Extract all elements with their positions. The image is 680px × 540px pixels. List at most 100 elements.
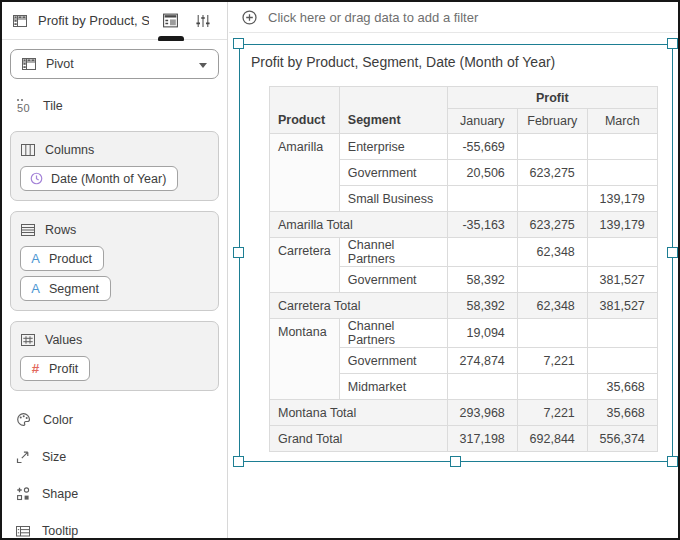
- row-header-segment[interactable]: Government: [339, 160, 447, 186]
- pivot-cell[interactable]: 381,527: [587, 293, 657, 319]
- pivot-cell[interactable]: 58,392: [447, 293, 517, 319]
- pivot-viz-icon: [21, 56, 37, 72]
- pivot-cell[interactable]: 623,275: [517, 160, 587, 186]
- column-header-product[interactable]: Product: [270, 87, 340, 134]
- pivot-cell[interactable]: 381,527: [587, 267, 657, 293]
- pivot-cell[interactable]: [517, 319, 587, 348]
- viz-title: Profit by Product, Segment, Date (Month …: [251, 54, 555, 70]
- subtotal-label[interactable]: Montana Total: [270, 400, 448, 426]
- clock-icon: [29, 171, 44, 186]
- hash-icon: #: [29, 361, 42, 376]
- pivot-cell[interactable]: 19,094: [447, 319, 517, 348]
- column-header-january[interactable]: January: [447, 109, 517, 134]
- grand-total-label[interactable]: Grand Total: [270, 426, 448, 452]
- pill-label: Product: [49, 252, 92, 266]
- row-header-segment[interactable]: Government: [339, 267, 447, 293]
- pivot-cell[interactable]: 62,348: [517, 238, 587, 267]
- pill-label: Segment: [49, 282, 99, 296]
- column-header-segment[interactable]: Segment: [339, 87, 447, 134]
- drop-zone-values[interactable]: Values # Profit: [10, 321, 219, 391]
- pivot-cell[interactable]: -35,163: [447, 212, 517, 238]
- resize-handle-top-right[interactable]: [667, 38, 678, 49]
- resize-handle-bottom-left[interactable]: [233, 456, 244, 467]
- pivot-cell[interactable]: 35,668: [587, 374, 657, 400]
- row-header-segment[interactable]: Enterprise: [339, 134, 447, 160]
- pill-label: Date (Month of Year): [51, 172, 166, 186]
- pivot-cell[interactable]: [517, 374, 587, 400]
- row-header-segment[interactable]: Channel Partners: [339, 319, 447, 348]
- drop-zone-color[interactable]: Color: [10, 401, 219, 438]
- pivot-cell[interactable]: 7,221: [517, 400, 587, 426]
- resize-diagonal-icon: [15, 449, 31, 465]
- filter-bar-label: Click here or drag data to add a filter: [268, 10, 478, 25]
- pivot-cell[interactable]: [517, 186, 587, 212]
- pivot-cell[interactable]: [517, 134, 587, 160]
- pivot-cell[interactable]: 139,179: [587, 212, 657, 238]
- row-header-amarilla[interactable]: Amarilla: [270, 134, 340, 212]
- pivot-cell[interactable]: 623,275: [517, 212, 587, 238]
- row-header-segment[interactable]: Channel Partners: [339, 238, 447, 267]
- pivot-cell[interactable]: 58,392: [447, 267, 517, 293]
- pivot-cell[interactable]: 62,348: [517, 293, 587, 319]
- pivot-cell[interactable]: 317,198: [447, 426, 517, 452]
- filter-bar[interactable]: Click here or drag data to add a filter: [229, 2, 678, 33]
- pill-segment[interactable]: A Segment: [20, 276, 111, 301]
- row-header-segment[interactable]: Midmarket: [339, 374, 447, 400]
- pivot-cell[interactable]: [587, 348, 657, 374]
- row-header-segment[interactable]: Government: [339, 348, 447, 374]
- tab-properties[interactable]: [192, 2, 214, 40]
- pill-product[interactable]: A Product: [20, 246, 104, 271]
- pivot-cell[interactable]: 274,874: [447, 348, 517, 374]
- row-header-montana[interactable]: Montana: [270, 319, 340, 400]
- resize-handle-top-left[interactable]: [233, 38, 244, 49]
- pivot-cell[interactable]: 293,968: [447, 400, 517, 426]
- pivot-cell[interactable]: [587, 160, 657, 186]
- shape-label: Shape: [42, 487, 78, 501]
- resize-handle-bottom-right[interactable]: [667, 456, 678, 467]
- pivot-cell[interactable]: [447, 238, 517, 267]
- pill-date-month-of-year[interactable]: Date (Month of Year): [20, 166, 178, 191]
- tooltip-list-icon: [15, 523, 31, 539]
- pivot-cell[interactable]: [447, 186, 517, 212]
- pivot-cell[interactable]: [447, 374, 517, 400]
- column-header-february[interactable]: February: [517, 109, 587, 134]
- app-window: Profit by Product, S...: [0, 0, 680, 540]
- canvas: Click here or drag data to add a filter …: [229, 2, 678, 538]
- pivot-cell[interactable]: 20,506: [447, 160, 517, 186]
- viz-option-tile[interactable]: 50 Tile: [10, 88, 219, 124]
- letter-a-icon: A: [29, 251, 42, 266]
- columns-header: Columns: [20, 139, 209, 161]
- row-header-carretera[interactable]: Carretera: [270, 238, 340, 293]
- drop-zone-shape[interactable]: Shape: [10, 475, 219, 512]
- viz-panel-title: Profit by Product, S...: [38, 13, 149, 28]
- pivot-cell[interactable]: 7,221: [517, 348, 587, 374]
- pivot-cell[interactable]: 139,179: [587, 186, 657, 212]
- resize-handle-mid-left[interactable]: [233, 247, 244, 258]
- viz-type-selected: Pivot: [46, 57, 74, 71]
- subtotal-label[interactable]: Carretera Total: [270, 293, 448, 319]
- pill-profit[interactable]: # Profit: [20, 356, 90, 381]
- row-header-segment[interactable]: Small Business: [339, 186, 447, 212]
- letter-a-icon: A: [29, 281, 42, 296]
- columns-label: Columns: [45, 143, 94, 157]
- drop-zone-tooltip[interactable]: Tooltip: [10, 512, 219, 540]
- drop-zone-size[interactable]: Size: [10, 438, 219, 475]
- pivot-cell[interactable]: -55,669: [447, 134, 517, 160]
- drop-zone-columns[interactable]: Columns Date (Month of Year): [10, 131, 219, 201]
- viz-type-dropdown[interactable]: Pivot: [10, 49, 219, 79]
- measure-header[interactable]: Profit: [447, 87, 657, 109]
- resize-handle-mid-right[interactable]: [667, 247, 678, 258]
- tab-grammar[interactable]: [159, 2, 182, 40]
- pivot-cell[interactable]: [517, 267, 587, 293]
- resize-handle-bottom-center[interactable]: [450, 456, 461, 467]
- drop-zone-rows[interactable]: Rows A Product A Segment: [10, 211, 219, 311]
- pivot-cell[interactable]: [587, 134, 657, 160]
- column-header-march[interactable]: March: [587, 109, 657, 134]
- subtotal-label[interactable]: Amarilla Total: [270, 212, 448, 238]
- pivot-cell[interactable]: 556,374: [587, 426, 657, 452]
- pivot-cell[interactable]: 692,844: [517, 426, 587, 452]
- sliders-icon: [195, 13, 211, 29]
- pivot-cell[interactable]: [587, 319, 657, 348]
- pivot-cell[interactable]: 35,668: [587, 400, 657, 426]
- pivot-cell[interactable]: [587, 238, 657, 267]
